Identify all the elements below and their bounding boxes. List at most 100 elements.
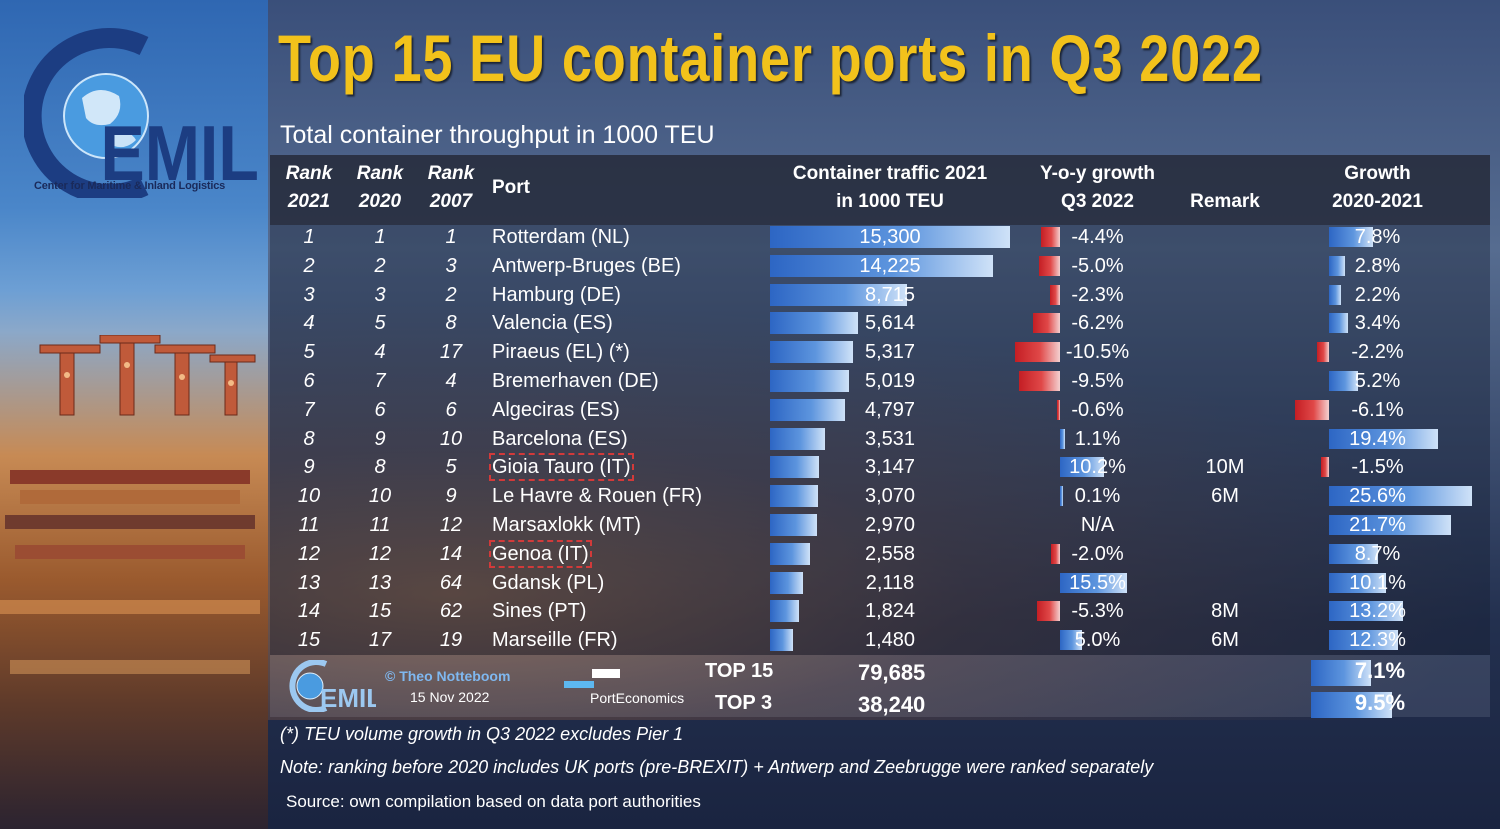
traffic-bar — [770, 254, 994, 277]
header-traffic-line2: in 1000 TEU — [836, 191, 944, 212]
growth-value: 3.4% — [1354, 312, 1401, 335]
port-name: Rotterdam (NL) — [492, 224, 630, 250]
port-name: Algeciras (ES) — [492, 397, 620, 423]
rank-2007: 8 — [445, 312, 457, 335]
yoy-value: N/A — [1080, 514, 1115, 536]
growth-bar-negative — [1320, 457, 1329, 478]
growth-value: 5.2% — [1354, 370, 1401, 392]
port-name: Piraeus (EL) (*) — [492, 339, 630, 365]
yoy-bar-negative — [1041, 227, 1060, 247]
header-port: Port — [492, 177, 530, 198]
growth-bar-positive — [1329, 284, 1342, 305]
emil-logo: EMIL — [24, 28, 259, 198]
port-name-text: Rotterdam (NL) — [492, 226, 630, 248]
header-growth: Growth 2020-2021 — [1320, 160, 1435, 216]
total-growth-value: 7.1% — [1354, 658, 1406, 683]
traffic-value: 3,070 — [864, 485, 916, 508]
yoy-bar-negative — [1050, 284, 1060, 305]
rank-2021: 3 — [303, 283, 315, 306]
yoy-value: -6.2% — [1071, 312, 1124, 335]
svg-text:EMIL: EMIL — [320, 683, 376, 712]
traffic-bar — [770, 600, 799, 623]
rank-2020: 8 — [374, 456, 386, 479]
growth-value: 8.7% — [1354, 542, 1401, 565]
rank-2007: 5 — [445, 456, 457, 479]
growth-bar-positive — [1329, 428, 1438, 449]
yoy-value: 1.1% — [1074, 427, 1121, 450]
rank-2021: 11 — [298, 514, 320, 536]
growth-value: 13.2% — [1349, 600, 1406, 623]
rank-2007: 64 — [439, 571, 463, 594]
yoy-bar-positive — [1060, 428, 1065, 449]
rank-2021: 4 — [303, 312, 315, 335]
rank-2020: 1 — [374, 226, 386, 248]
growth-value: -1.5% — [1351, 456, 1404, 479]
yoy-value: 10.2% — [1069, 456, 1126, 479]
growth-bar-positive — [1329, 630, 1398, 651]
traffic-value: 2,558 — [864, 542, 916, 565]
header-rank-2020: Rank 2020 — [351, 160, 409, 216]
total-growth-value: 9.5% — [1354, 690, 1406, 715]
yoy-bar-negative — [1057, 399, 1060, 420]
port-name-text: Gdansk (PL) — [492, 571, 605, 594]
footnote-ranking: Note: ranking before 2020 includes UK po… — [280, 757, 1154, 777]
yoy-bar-negative — [1037, 601, 1060, 622]
rank-2020: 3 — [374, 283, 386, 306]
header-growth-line1: Growth — [1344, 163, 1411, 184]
totals-band — [270, 655, 1490, 717]
port-name-text: Genoa (IT) — [489, 539, 592, 568]
remark-value: 10M — [1205, 456, 1245, 479]
rank-2020: 4 — [374, 341, 386, 364]
growth-value: -6.1% — [1351, 398, 1404, 421]
yoy-bar-negative — [1051, 543, 1060, 564]
port-name-text: Valencia (ES) — [492, 312, 613, 335]
total-growth-bar — [1311, 660, 1372, 686]
growth-bar-positive — [1329, 255, 1345, 276]
traffic-value: 3,147 — [864, 456, 916, 479]
rank-2007: 2 — [445, 283, 457, 306]
port-name: Le Havre & Rouen (FR) — [492, 483, 702, 509]
traffic-bar — [770, 312, 859, 335]
svg-text:EMIL: EMIL — [101, 110, 259, 197]
port-name: Gdansk (PL) — [492, 570, 604, 596]
growth-value: 2.8% — [1354, 254, 1401, 277]
yoy-value: 15.5% — [1069, 571, 1126, 594]
header-rank-2007-line2: 2007 — [429, 191, 473, 212]
header-rank-2007: Rank 2007 — [422, 160, 480, 216]
container-stack — [10, 660, 250, 674]
table-header-band — [270, 155, 1490, 225]
header-rank-2021-line1: Rank — [285, 163, 333, 184]
traffic-bar — [770, 456, 820, 479]
total-growth-bar — [1311, 692, 1392, 718]
traffic-bar — [770, 427, 826, 450]
port-name: Barcelona (ES) — [492, 426, 628, 452]
rank-2007: 62 — [439, 600, 463, 623]
growth-bar-positive — [1329, 371, 1359, 391]
traffic-value: 1,824 — [864, 600, 916, 623]
rank-2020: 10 — [368, 485, 392, 508]
yoy-value: -5.0% — [1071, 254, 1124, 277]
rank-2020: 12 — [368, 542, 392, 565]
port-name-text: Gioia Tauro (IT) — [489, 453, 634, 482]
port-name: Bremerhaven (DE) — [492, 368, 659, 394]
traffic-bar — [770, 542, 811, 565]
growth-value: 21.7% — [1349, 514, 1406, 536]
rank-2020: 17 — [368, 629, 392, 652]
yoy-bar-positive — [1060, 572, 1127, 593]
growth-value: 25.6% — [1349, 485, 1406, 508]
rank-2020: 15 — [368, 600, 392, 623]
port-name: Sines (PT) — [492, 598, 586, 624]
container-stack — [5, 515, 255, 529]
rank-2007: 10 — [439, 427, 463, 450]
remark-value: 6M — [1211, 629, 1239, 652]
yoy-value: -2.3% — [1071, 283, 1124, 306]
traffic-bar — [770, 629, 794, 652]
container-stack — [0, 600, 260, 614]
port-name-text: Marsaxlokk (MT) — [492, 514, 641, 536]
port-name: Valencia (ES) — [492, 310, 613, 336]
rank-2021: 6 — [303, 370, 315, 392]
yoy-bar-negative — [1033, 313, 1060, 334]
rank-2007: 9 — [445, 485, 457, 508]
header-rank-2007-line1: Rank — [427, 163, 475, 184]
rank-2020: 6 — [374, 398, 386, 421]
